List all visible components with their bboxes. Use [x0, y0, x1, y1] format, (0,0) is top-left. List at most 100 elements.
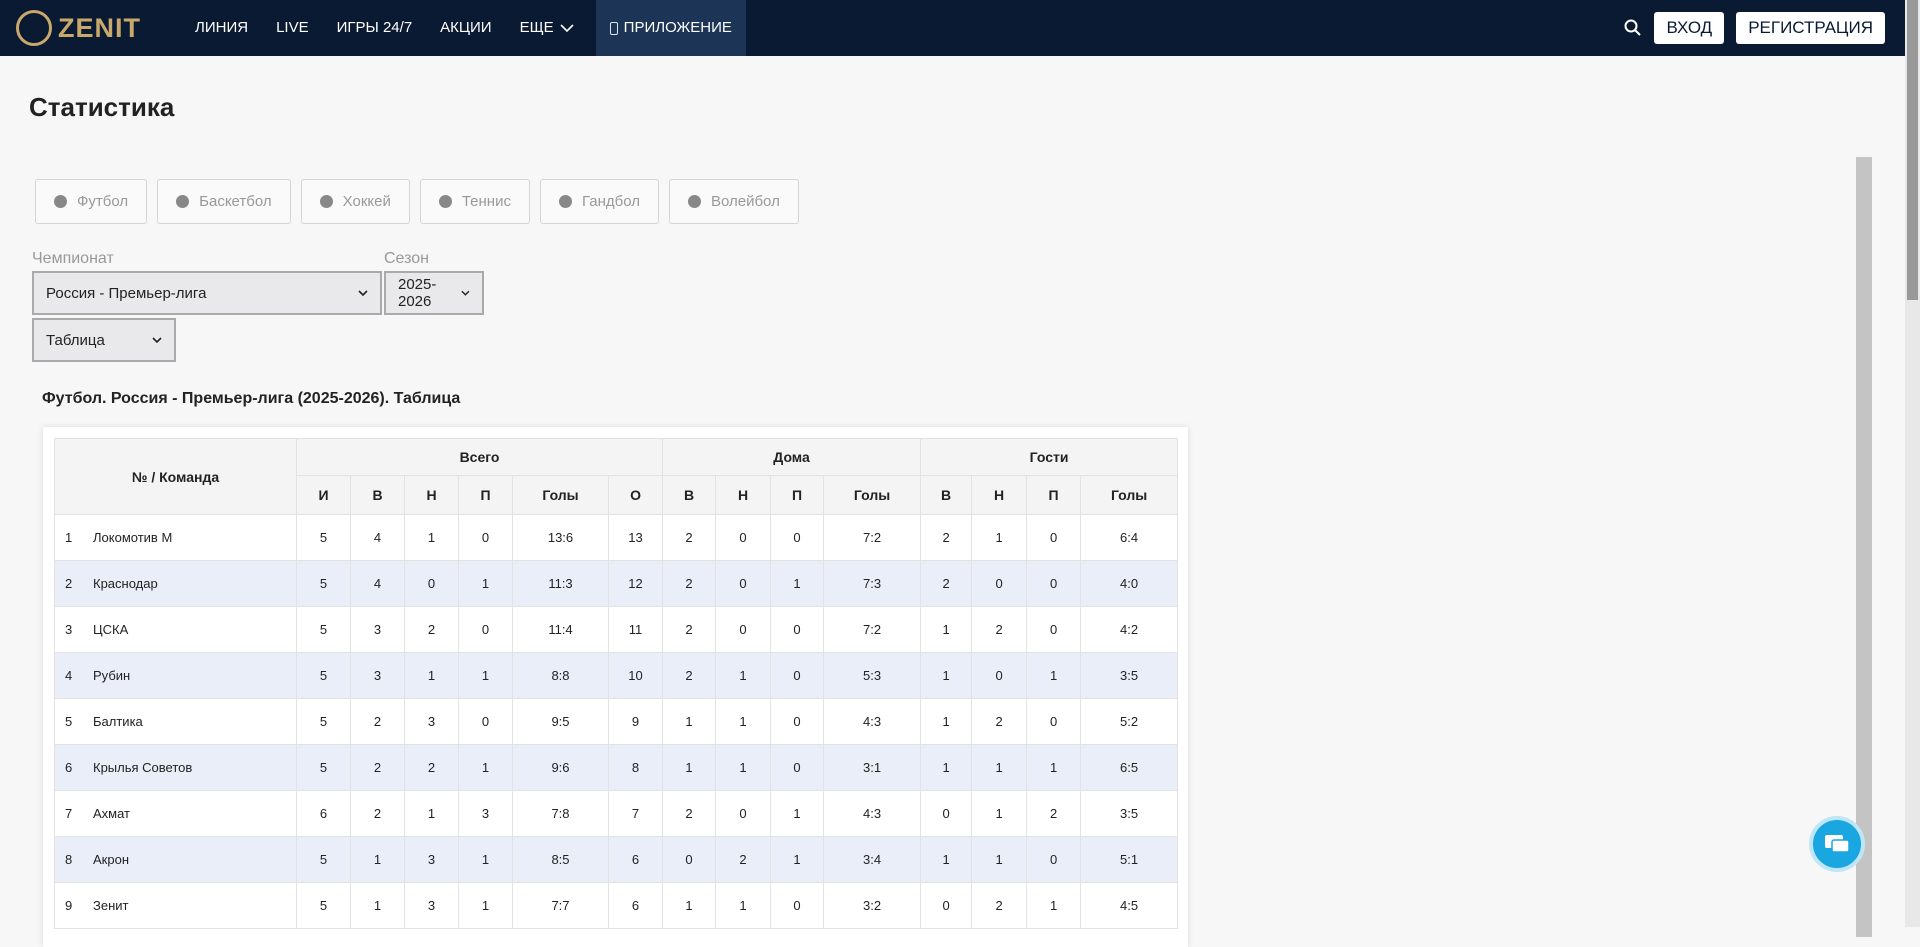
filter-label: Чемпионат [32, 250, 114, 267]
team-name: Зенит [93, 898, 129, 913]
register-button[interactable]: РЕГИСТРАЦИЯ [1736, 12, 1885, 44]
stat-cell: 12 [607, 560, 664, 607]
stat-cell: 2 [662, 514, 717, 561]
stat-cell: 1 [404, 790, 459, 837]
scrollbar[interactable] [1905, 0, 1920, 927]
stat-cell: 3:2 [823, 882, 922, 929]
sport-icon [176, 195, 190, 208]
nav-item[interactable]: ИГРЫ 24/7 [323, 0, 427, 56]
column-header: П [770, 475, 825, 515]
view-select[interactable]: Таблица [32, 318, 176, 362]
stat-cell: 8:5 [512, 836, 609, 883]
sport-tab[interactable]: Гандбол [539, 179, 659, 224]
stat-cell: 6 [296, 790, 351, 837]
search-icon[interactable] [1624, 19, 1642, 37]
stat-cell: 5 [296, 560, 351, 607]
stat-cell: 3 [404, 882, 459, 929]
page-title: Статистика [29, 92, 175, 122]
inner-scrollbar[interactable] [1856, 157, 1872, 937]
stat-cell: 8:8 [512, 652, 609, 699]
stat-cell: 3:1 [823, 744, 922, 791]
stat-cell: 4:3 [823, 698, 922, 745]
nav-item[interactable]: ПРИЛОЖЕНИЕ [595, 0, 746, 56]
header-row: № / Команда Всего Дома Гости [54, 438, 1179, 515]
stat-cell: 0 [770, 652, 825, 699]
stat-cell: 1 [920, 652, 973, 699]
nav-item[interactable]: ЕЩЕ [506, 0, 588, 56]
stat-cell: 5:1 [1080, 836, 1179, 883]
rank: 4 [65, 668, 73, 683]
stat-cell: 3 [350, 606, 405, 653]
group-header: Дома [662, 438, 922, 476]
team-name: Балтика [93, 714, 143, 729]
nav-item[interactable]: LIVE [262, 0, 323, 56]
sport-tab[interactable]: Баскетбол [157, 179, 291, 224]
stat-cell: 0 [715, 560, 772, 607]
stat-cell: 3 [404, 698, 459, 745]
stat-cell: 11 [607, 606, 664, 653]
column-header: В [662, 475, 717, 515]
stat-cell: 0 [1026, 698, 1082, 745]
season-select[interactable]: 2025-2026 [384, 271, 484, 315]
sport-tab[interactable]: Хоккей [300, 179, 410, 224]
stat-cell: 1 [1026, 744, 1082, 791]
table-head: № / Команда Всего Дома Гости И В Н П Голы О В Н П Гол… [54, 438, 1179, 515]
sport-tab[interactable]: Волейбол [668, 179, 799, 224]
stat-cell: 1 [971, 836, 1028, 883]
rank: 9 [65, 898, 73, 913]
stat-cell: 0 [770, 698, 825, 745]
group-header: Всего [295, 438, 664, 476]
stat-cell: 4 [350, 560, 405, 607]
stat-cell: 1 [458, 652, 513, 699]
column-header: Н [404, 475, 459, 515]
stat-cell: 0 [770, 606, 825, 653]
header-row: И В Н П Голы О В Н П Голы В Н П Голы [55, 475, 1179, 515]
sport-icon [558, 195, 572, 208]
table-row: 8 Акрон 5 1 3 1 8:5 6 0 2 1 3:4 1 1 0 5:1 [54, 836, 1179, 883]
table-row: 3 ЦСКА 5 3 2 0 11:4 11 2 0 0 7:2 1 2 0 4:2 [54, 606, 1179, 653]
sport-tab[interactable]: Теннис [419, 179, 530, 224]
table-row: 5 Балтика 5 2 3 0 9:5 9 1 1 0 4:3 1 2 0 5:2 [54, 698, 1179, 745]
nav-item[interactable]: АКЦИИ [426, 0, 505, 56]
stat-cell: 9:5 [512, 698, 609, 745]
chat-button[interactable] [1809, 816, 1865, 872]
phone-icon [609, 21, 618, 35]
stat-cell: 2 [920, 514, 973, 561]
column-header: Голы [1080, 475, 1179, 515]
sport-label: Футбол [77, 193, 129, 210]
stat-cell: 1 [458, 836, 513, 883]
stat-cell: 0 [1026, 836, 1082, 883]
stat-cell: 11:4 [512, 606, 609, 653]
team-cell: 1 Локомотив М [54, 514, 297, 561]
nav-item[interactable]: ЛИНИЯ [181, 0, 262, 56]
sport-tab[interactable]: Футбол [35, 179, 148, 224]
login-button[interactable]: ВХОД [1654, 12, 1725, 44]
rank: 1 [65, 530, 73, 545]
column-header: Н [971, 475, 1028, 515]
stat-cell: 1 [458, 560, 513, 607]
stat-cell: 7:7 [512, 882, 609, 929]
team-cell: 4 Рубин [54, 652, 297, 699]
column-header: В [920, 475, 973, 515]
logo[interactable]: ZENIT [16, 10, 166, 46]
team-cell: 2 Краснодар [54, 560, 297, 607]
stat-cell: 2 [350, 790, 405, 837]
stat-cell: 0 [770, 882, 825, 929]
stat-cell: 7:2 [823, 606, 922, 653]
header: ZENIT ЛИНИЯ LIVE ИГРЫ 24/7 АКЦИИ ЕЩЕ ПРИЛОЖЕН… [0, 0, 1905, 56]
stat-cell: 1 [404, 652, 459, 699]
stat-cell: 0 [715, 790, 772, 837]
stat-cell: 5:3 [823, 652, 922, 699]
stat-cell: 6:5 [1080, 744, 1179, 791]
stat-cell: 5:2 [1080, 698, 1179, 745]
championship-select[interactable]: Россия - Премьер-лига [32, 271, 382, 315]
sport-tabs: Футбол Баскетбол Хоккей Теннис Гандбол Волейб… [35, 179, 799, 224]
stat-cell: 4:2 [1080, 606, 1179, 653]
table-row: 1 Локомотив М 5 4 1 0 13:6 13 2 0 0 7:2 2 1 0 6:4 [54, 514, 1179, 561]
stat-cell: 1 [715, 652, 772, 699]
stat-cell: 2 [662, 790, 717, 837]
stat-cell: 1 [715, 882, 772, 929]
stat-cell: 1 [920, 606, 973, 653]
stat-cell: 1 [920, 698, 973, 745]
stat-cell: 3:5 [1080, 652, 1179, 699]
